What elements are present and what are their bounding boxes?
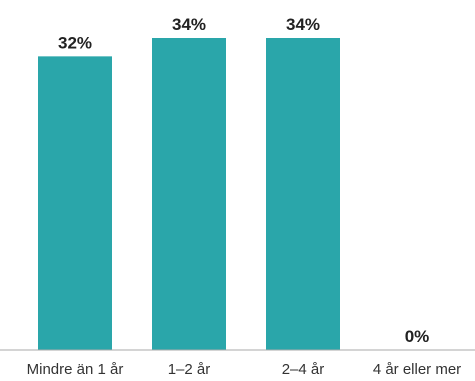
value-label-3: 0% [405, 327, 430, 346]
bar-1 [152, 38, 226, 350]
category-labels-group: Mindre än 1 år 1–2 år 2–4 år 4 år eller mer [27, 361, 462, 378]
bars-group [38, 38, 340, 351]
category-label-3: 4 år eller mer [373, 361, 461, 378]
value-label-2: 34% [286, 15, 320, 34]
category-label-0: Mindre än 1 år [27, 361, 124, 378]
category-label-1: 1–2 år [168, 361, 211, 378]
value-labels-group: 32% 34% 34% 0% [58, 15, 429, 346]
bar-0 [38, 56, 112, 351]
category-label-2: 2–4 år [282, 361, 325, 378]
value-label-0: 32% [58, 33, 92, 52]
bar-2 [266, 38, 340, 350]
value-label-1: 34% [172, 15, 206, 34]
